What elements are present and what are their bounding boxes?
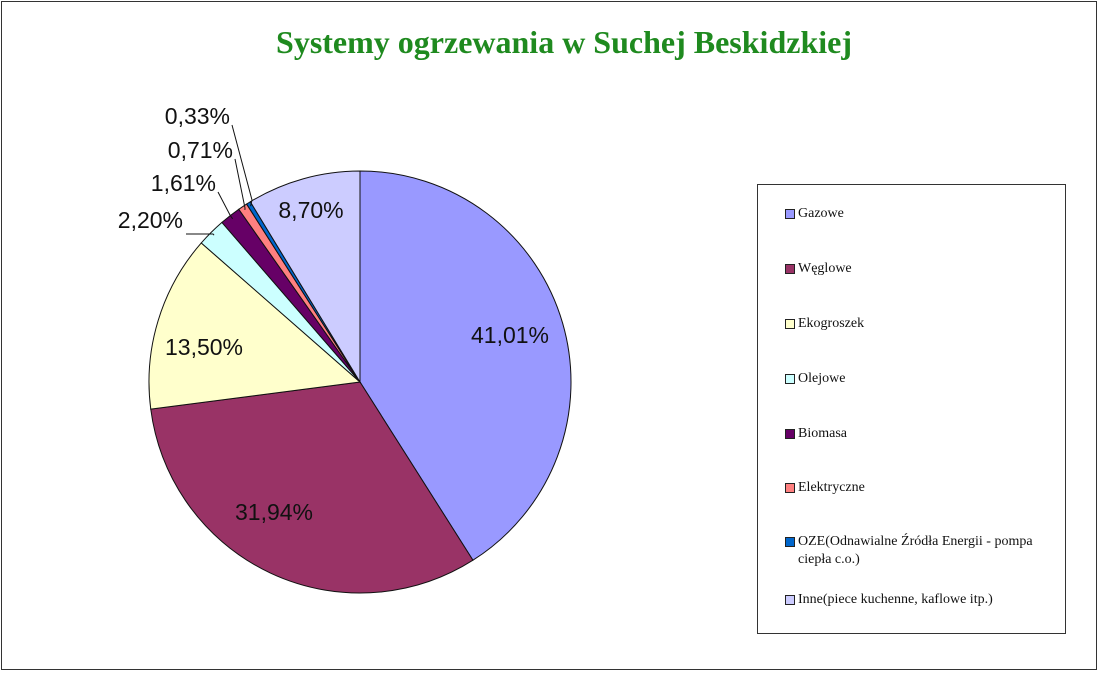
legend-swatch-2	[785, 264, 795, 274]
leader-line-6	[234, 158, 246, 210]
leader-lines	[186, 124, 253, 236]
legend-label-2: Węglowe	[798, 261, 852, 276]
legend-item-6: Elektryczne	[785, 479, 1055, 497]
legend-label-5: Biomasa	[798, 426, 847, 441]
legend-item-7: OZE(Odnawialne Źródła Energii - pompa ci…	[785, 533, 1055, 569]
pie-slice-3	[148, 242, 362, 410]
pie-slice-1	[359, 170, 572, 561]
legend-item-5: Biomasa	[785, 425, 1055, 443]
slice-label-5: 1,61%	[151, 170, 216, 196]
slice-label-4: 2,20%	[118, 207, 183, 233]
legend-swatch-3	[785, 319, 795, 329]
pie-labels: 41,01% 31,94% 13,50% 2,20% 1,61% 0,71% 0,33% 8,…	[118, 103, 549, 525]
chart-legend: Gazowe Węglowe Ekogroszek Olejowe Biomasa Ele…	[757, 184, 1066, 634]
legend-item-1: Gazowe	[785, 205, 1055, 223]
legend-label-7: OZE(Odnawialne Źródła Energii - pompa ci…	[798, 534, 1033, 567]
legend-swatch-8	[785, 595, 795, 605]
leader-line-7	[231, 124, 253, 207]
legend-label-6: Elektryczne	[798, 480, 865, 495]
legend-label-1: Gazowe	[798, 206, 844, 221]
legend-swatch-1	[785, 209, 795, 219]
slice-label-8: 8,70%	[278, 197, 343, 223]
legend-swatch-4	[785, 374, 795, 384]
leader-line-4	[186, 233, 215, 236]
slice-label-7: 0,33%	[165, 103, 230, 129]
slice-label-6: 0,71%	[168, 137, 233, 163]
legend-swatch-5	[785, 429, 795, 439]
legend-label-4: Olejowe	[798, 371, 846, 386]
slice-label-2: 31,94%	[235, 499, 313, 525]
legend-item-3: Ekogroszek	[785, 315, 1055, 333]
pie-slices	[148, 170, 572, 594]
legend-label-3: Ekogroszek	[798, 316, 865, 331]
pie-slice-8	[249, 170, 361, 384]
slice-label-3: 13,50%	[165, 334, 243, 360]
legend-swatch-6	[785, 483, 795, 493]
legend-item-4: Olejowe	[785, 370, 1055, 388]
legend-label-8: Inne(piece kuchenne, kaflowe itp.)	[798, 592, 993, 607]
legend-swatch-7	[785, 537, 795, 547]
legend-item-8: Inne(piece kuchenne, kaflowe itp.)	[785, 591, 1055, 609]
chart-title: Systemy ogrzewania w Suchej Beskidzkiej	[276, 24, 852, 60]
pie-slice-2	[150, 381, 474, 594]
legend-item-2: Węglowe	[785, 260, 1055, 278]
leader-line-5	[217, 191, 234, 220]
slice-label-1: 41,01%	[471, 322, 549, 348]
